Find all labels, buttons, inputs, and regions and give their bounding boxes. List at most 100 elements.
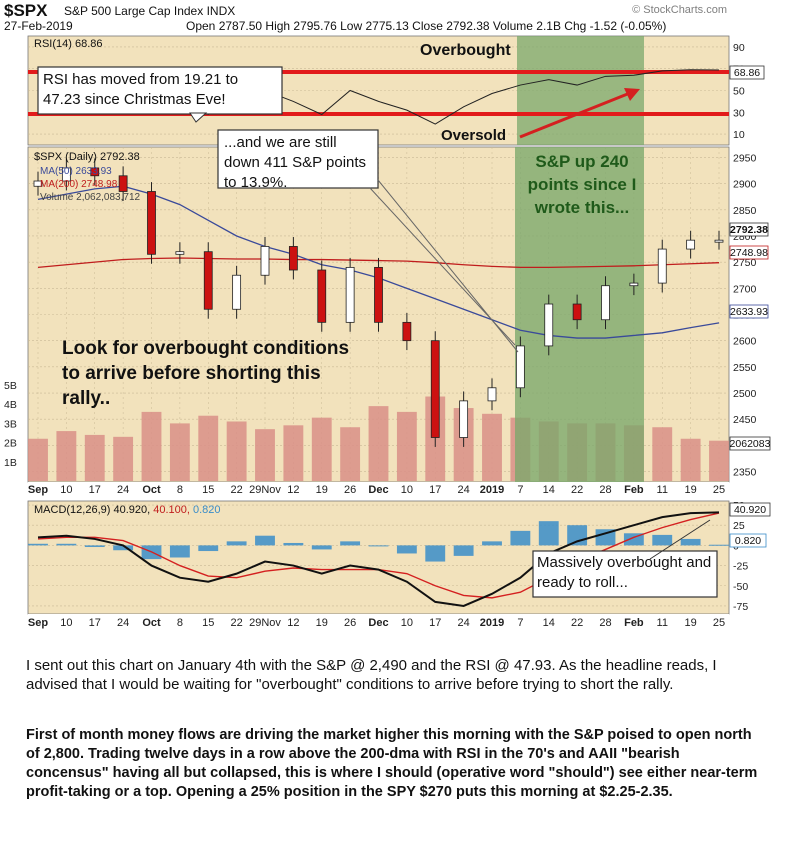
macd-hist-bar (169, 545, 190, 558)
x-axis-label: Dec (368, 484, 388, 496)
x-axis-labels-upper: Sep 10 17 24 Oct 8 15 22 29Nov 12 19 26 Dec 10 17 24 201… (28, 484, 725, 496)
candle-body (544, 303, 554, 347)
still-down-pointer-b (377, 179, 519, 353)
x-axis-label: 14 (543, 484, 555, 496)
macd-note-box (532, 550, 718, 598)
candle-body (487, 387, 497, 402)
rsi-note-text: RSI has moved from 19.21 to 47.23 since … (43, 71, 239, 108)
candle-body (657, 248, 667, 284)
volume-bar (652, 427, 673, 481)
volume-bar (709, 440, 729, 481)
x-axis-band-2 (28, 614, 729, 630)
macd-note-wrap: Massively overbought and ready to roll..… (537, 554, 711, 591)
volume-bar (169, 423, 190, 481)
x-axis-label: 26 (344, 484, 356, 496)
close-price-tag (729, 222, 769, 237)
chart-quote: Open 2787.50 High 2795.76 Low 2775.13 Cl… (186, 19, 666, 33)
ma200-tag (729, 245, 769, 260)
price-tick-label: 2500 (733, 388, 757, 400)
volume-bar (198, 415, 219, 481)
macd-tag (729, 502, 771, 517)
up-240-note-text: S&P up 240 points since I wrote this... (527, 152, 637, 217)
macd-hist-bar (283, 542, 304, 546)
macd-hist-bar (28, 543, 48, 546)
rsi-tick-label: 10 (733, 129, 745, 141)
overbought-label: Overbought (420, 42, 511, 59)
candle-body (714, 239, 724, 243)
x-axis-label: 10 (60, 617, 72, 629)
price-tick-label: 2600 (733, 336, 757, 348)
volume-bar (113, 436, 134, 481)
macd-hist-bar (340, 541, 361, 546)
candle-body (402, 321, 412, 342)
macd-tick-label: 25 (733, 520, 745, 532)
up-240-note-wrap: S&P up 240 points since I wrote this... (527, 152, 637, 217)
candle-body (374, 266, 383, 323)
chart-index-name: S&P 500 Large Cap Index INDX (64, 4, 235, 18)
price-tick-label: 2900 (733, 179, 757, 191)
macd-hist-bar (56, 543, 77, 546)
candle-body (686, 239, 696, 250)
macd-hist-bar (680, 538, 701, 546)
candle-body (118, 175, 128, 192)
green-highlight-rsi (517, 36, 644, 145)
x-axis-label: 10 (401, 484, 413, 496)
price-tick-label: 2700 (733, 283, 757, 295)
x-axis-label: 22 (231, 617, 243, 629)
macd-hist-bar (482, 541, 502, 546)
macd-hist-tag (729, 533, 767, 548)
volume-bar (226, 421, 247, 481)
rsi-red-arrow (519, 91, 631, 139)
volume-bar (340, 427, 361, 481)
still-down-note-box (217, 129, 379, 189)
candle-body (232, 274, 242, 310)
x-axis-label: 2019 (480, 484, 504, 496)
candle-body (61, 167, 71, 182)
candle-body (203, 251, 213, 310)
x-axis-label: 12 (287, 617, 299, 629)
volume-tick-label: 1B (4, 457, 17, 469)
oversold-label: Oversold (441, 127, 506, 144)
chart-symbol: $SPX (4, 1, 48, 20)
rsi-note-pointer (189, 112, 208, 123)
x-axis-label: Sep (28, 617, 48, 629)
ma200-legend: MA(200) 2748.98 (40, 179, 118, 190)
caption-paragraph-2: First of month money flows are driving t… (26, 727, 758, 800)
macd-legend-b: 40.100, (153, 504, 190, 516)
x-axis-label: 10 (401, 617, 413, 629)
macd-tick-label: -50 (733, 581, 748, 593)
ma200-tag-text: 2748.98 (730, 247, 768, 259)
rsi-tick-labels: 9070503010 (733, 42, 745, 141)
macd-hist-bar (84, 545, 105, 548)
x-axis-label: 17 (89, 617, 101, 629)
macd-hist-bar (425, 545, 446, 562)
stock-chart: $SPX S&P 500 Large Cap Index INDX © Stoc… (4, 1, 771, 630)
x-axis-label: 22 (571, 484, 583, 496)
rsi-legend: RSI(14) 68.86 (34, 38, 102, 50)
x-axis-label: 19 (685, 617, 697, 629)
x-axis-label: 29Nov (249, 617, 281, 629)
price-legend-title: $SPX (Daily) 2792.38 (34, 151, 140, 163)
close-price-tag-text: 2792.38 (730, 224, 768, 236)
chart-date: 27-Feb-2019 (4, 19, 73, 33)
index-name-text: S&P 500 Large Cap Index (64, 4, 203, 18)
candle-body (629, 282, 639, 287)
volume-tick-label: 5B (4, 380, 17, 392)
x-axis-label: 2019 (480, 617, 504, 629)
rsi-legend-text: RSI(14) 68.86 (34, 38, 102, 50)
x-axis-label: 11 (657, 617, 668, 629)
macd-hist-bar (538, 521, 559, 546)
x-axis-label: 24 (458, 617, 470, 629)
volume-tag (729, 436, 771, 451)
candle-body (459, 400, 469, 438)
volume-bar (680, 438, 701, 481)
x-axis-labels-lower: Sep 10 17 24 Oct 8 15 22 29Nov 12 19 26 Dec 10 17 24 201… (28, 617, 725, 629)
rsi-tick-label: 30 (733, 107, 745, 119)
volume-tick-label: 2B (4, 438, 17, 450)
price-legend-text: $SPX (Daily) 2792.38 (34, 151, 140, 163)
still-down-note-wrap: ...and we are still down 411 S&P points … (224, 134, 366, 187)
macd-hist-bar (113, 545, 134, 551)
x-axis-label: 28 (599, 617, 611, 629)
x-axis-label: 15 (202, 617, 214, 629)
